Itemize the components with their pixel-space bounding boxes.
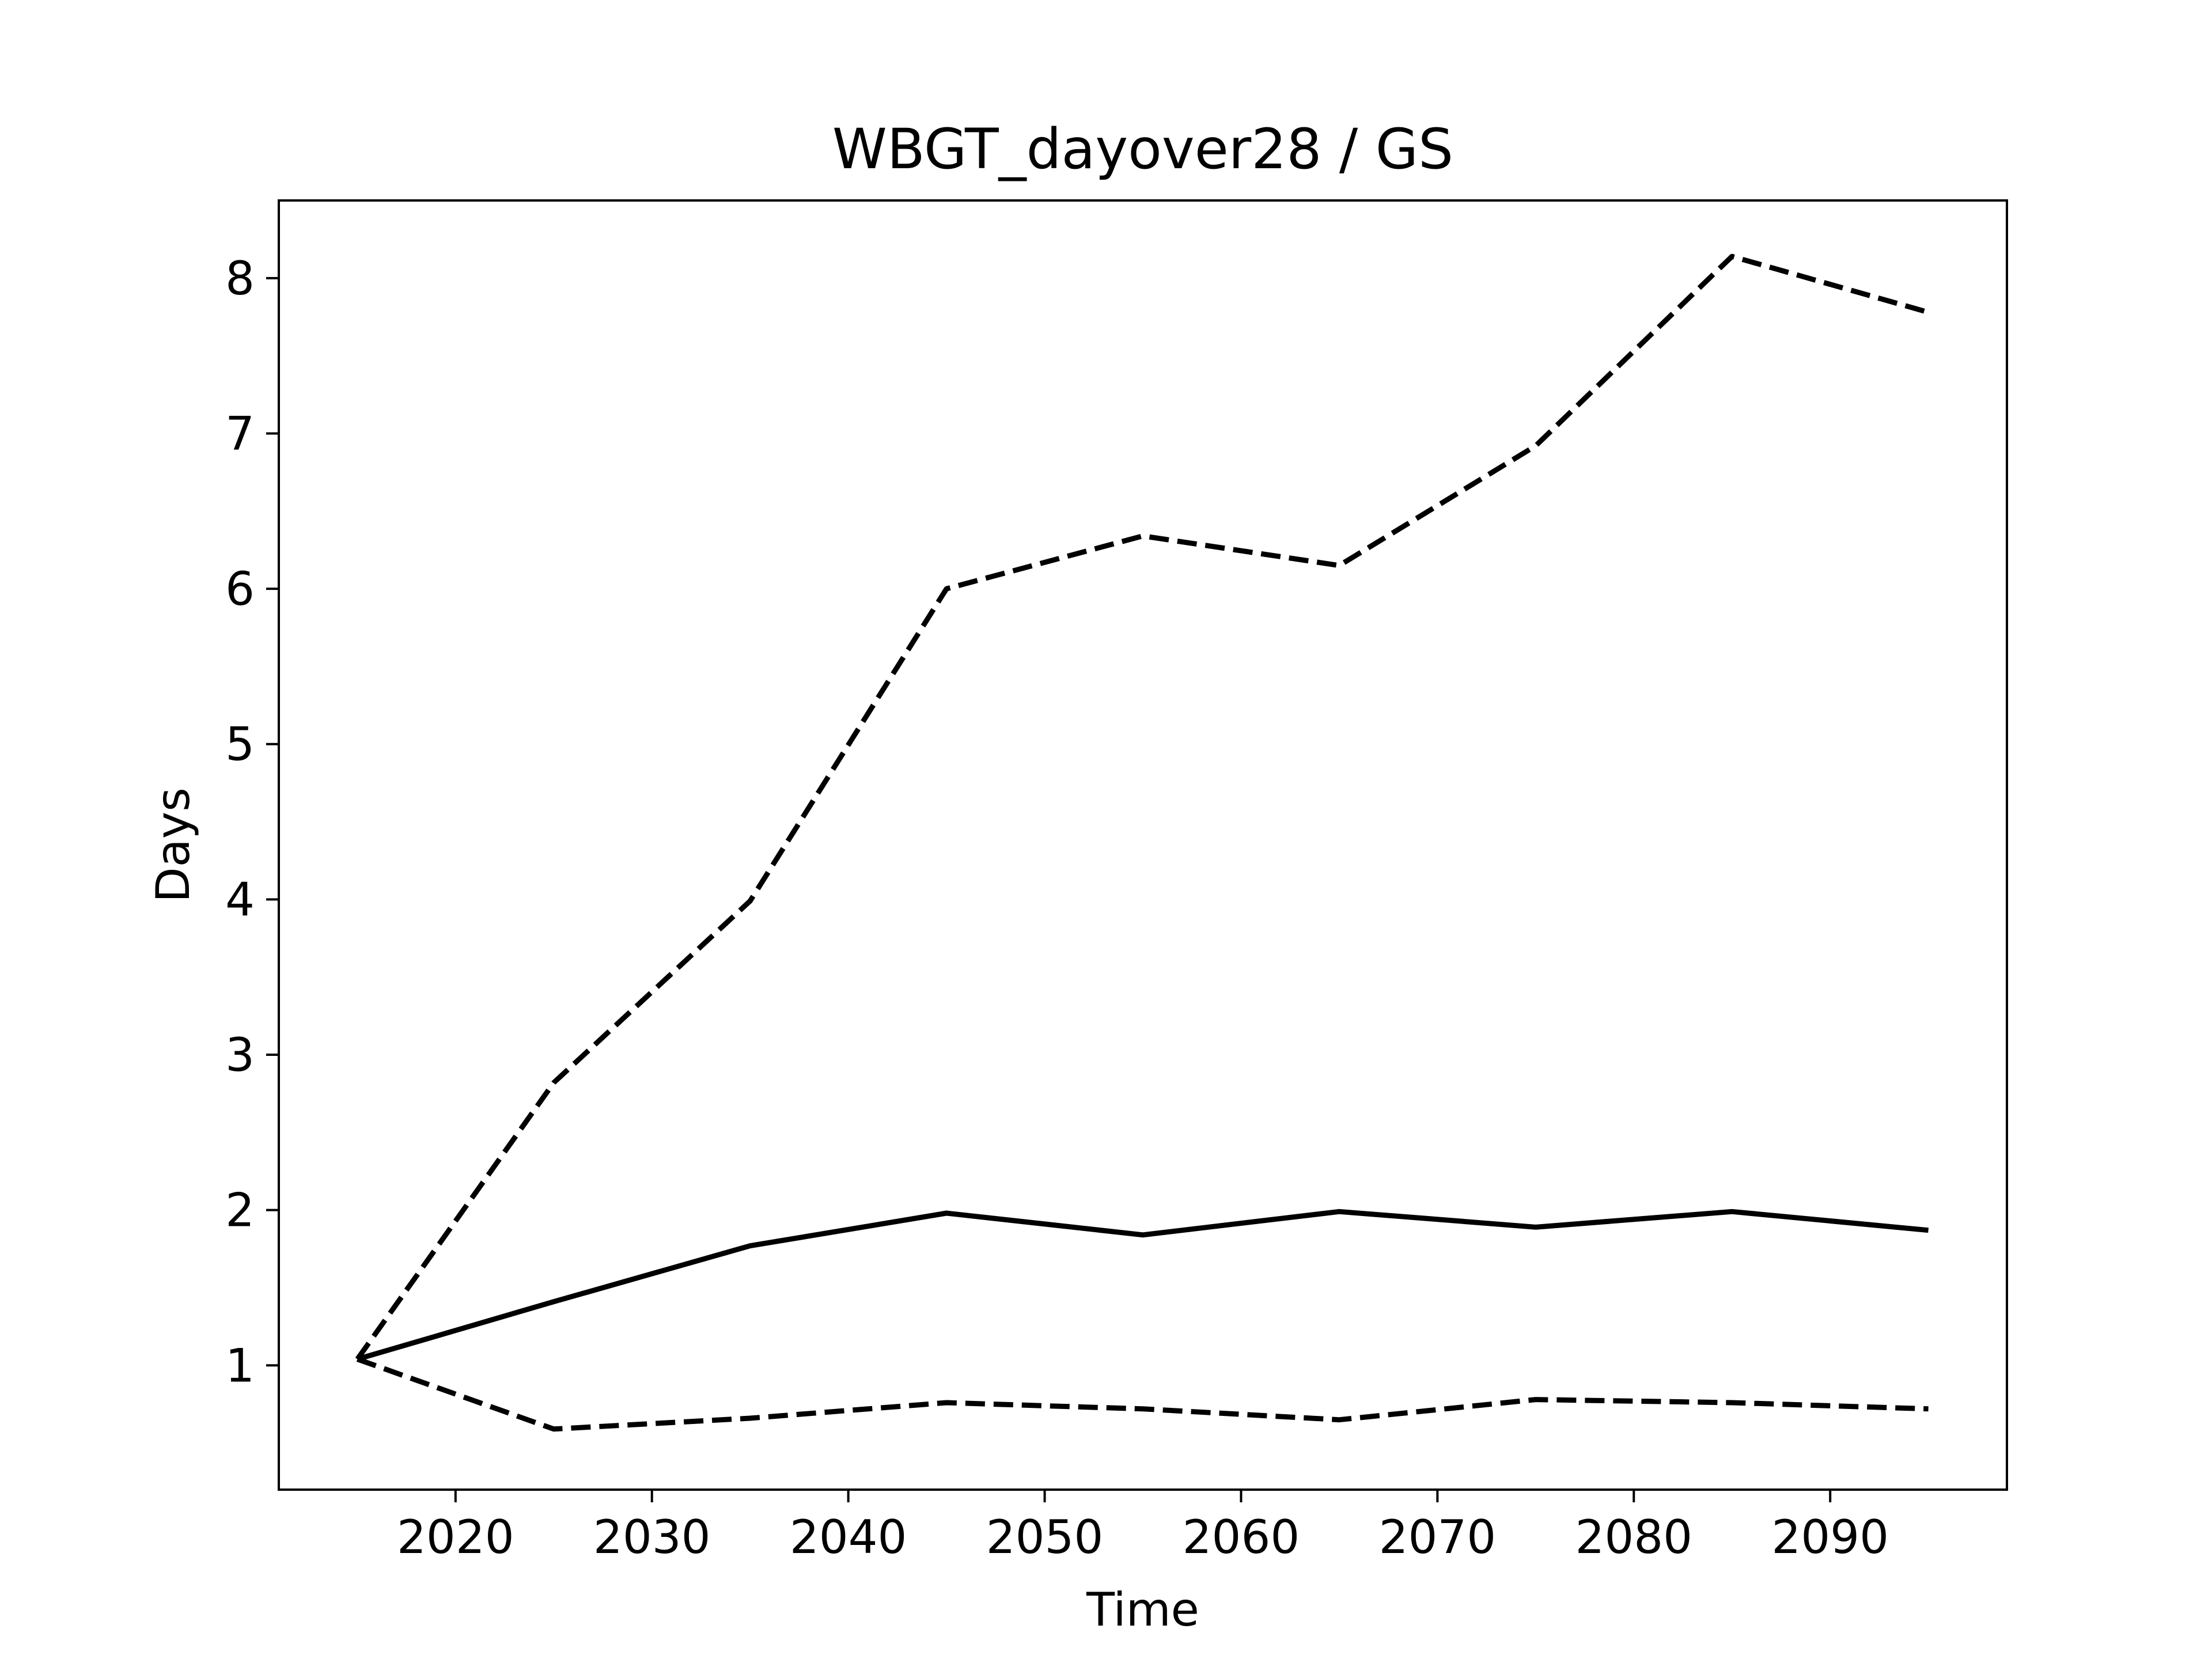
x-tick-label-2060: 2060	[1183, 1510, 1300, 1564]
y-tick-label-4: 4	[225, 873, 255, 926]
y-tick-label-7: 7	[225, 407, 255, 460]
y-tick-label-1: 1	[225, 1339, 255, 1392]
plot-area-frame	[278, 199, 2008, 1491]
x-tick-label-2020: 2020	[397, 1510, 514, 1564]
y-tick-label-5: 5	[225, 718, 255, 771]
x-tick-label-2030: 2030	[593, 1510, 711, 1564]
x-axis: 2020 2030 2040 2050 2060 2070 2080 2090	[397, 1490, 1889, 1564]
x-tick-label-2070: 2070	[1379, 1510, 1497, 1564]
x-tick-label-2080: 2080	[1575, 1510, 1692, 1564]
series-layer	[355, 253, 1929, 1432]
x-tick-label-2040: 2040	[790, 1510, 907, 1564]
series-line-2	[355, 253, 1929, 1361]
chart-title: WBGT_dayover28 / GS	[832, 117, 1453, 181]
y-tick-label-2: 2	[225, 1184, 255, 1237]
series-line-3	[356, 1357, 1929, 1432]
y-axis-label: Days	[146, 787, 200, 903]
x-axis-label: Time	[1086, 1583, 1199, 1637]
y-axis: 1 2 3 4 5 6 7 8	[225, 252, 279, 1392]
y-tick-label-8: 8	[225, 252, 255, 305]
y-tick-label-3: 3	[225, 1028, 255, 1082]
x-tick-label-2090: 2090	[1771, 1510, 1889, 1564]
x-tick-label-2050: 2050	[986, 1510, 1104, 1564]
y-tick-label-6: 6	[225, 562, 255, 616]
series-line-1	[357, 1209, 1929, 1362]
